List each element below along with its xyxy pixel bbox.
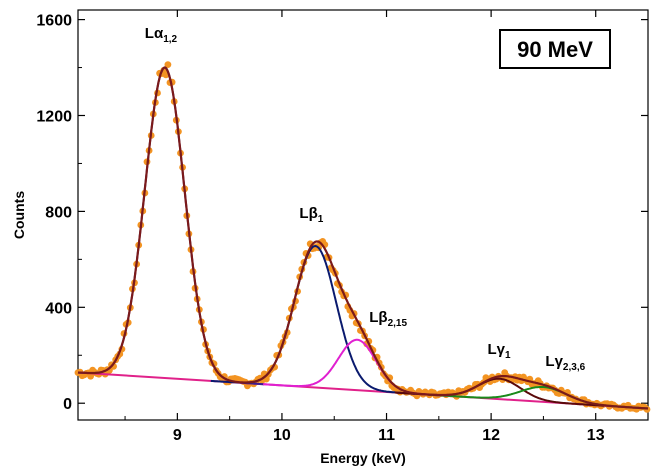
energy-badge-text: 90 MeV bbox=[517, 37, 593, 62]
peak-label: Lα1,2 bbox=[145, 25, 178, 45]
plot-frame bbox=[77, 9, 649, 421]
peak-label: Lγ2,3,6 bbox=[545, 353, 585, 373]
y-tick-label: 800 bbox=[45, 204, 72, 221]
y-axis-title: Counts bbox=[11, 191, 27, 239]
data-points bbox=[74, 61, 651, 413]
data-point bbox=[164, 61, 172, 68]
peak-label: Lβ1 bbox=[299, 205, 323, 225]
x-tick-label: 9 bbox=[173, 427, 182, 444]
x-axis-title: Energy (keV) bbox=[320, 450, 406, 466]
x-tick-label: 13 bbox=[587, 427, 605, 444]
component-curve bbox=[263, 338, 452, 398]
total-fit-curve bbox=[77, 66, 649, 410]
x-tick-label: 12 bbox=[482, 427, 500, 444]
y-axis-ticks: 0 400 800 1200 1600 bbox=[36, 13, 648, 413]
y-tick-label: 0 bbox=[63, 396, 72, 413]
energy-badge-box bbox=[499, 29, 611, 69]
component-curve bbox=[77, 66, 265, 386]
x-tick-label: 11 bbox=[378, 427, 395, 444]
x-tick-label: 10 bbox=[273, 427, 291, 444]
x-axis-ticks: 9 10 11 12 13 bbox=[124, 10, 649, 444]
peak-label: Lβ2,15 bbox=[369, 309, 407, 329]
y-tick-label: 1200 bbox=[36, 108, 72, 125]
y-tick-label: 1600 bbox=[36, 13, 72, 30]
peak-labels: Lα1,2 Lβ1 Lβ2,15 Lγ1 Lγ2,3,6 bbox=[145, 25, 586, 373]
peak-label: Lγ1 bbox=[487, 341, 511, 361]
y-tick-label: 400 bbox=[45, 300, 72, 317]
